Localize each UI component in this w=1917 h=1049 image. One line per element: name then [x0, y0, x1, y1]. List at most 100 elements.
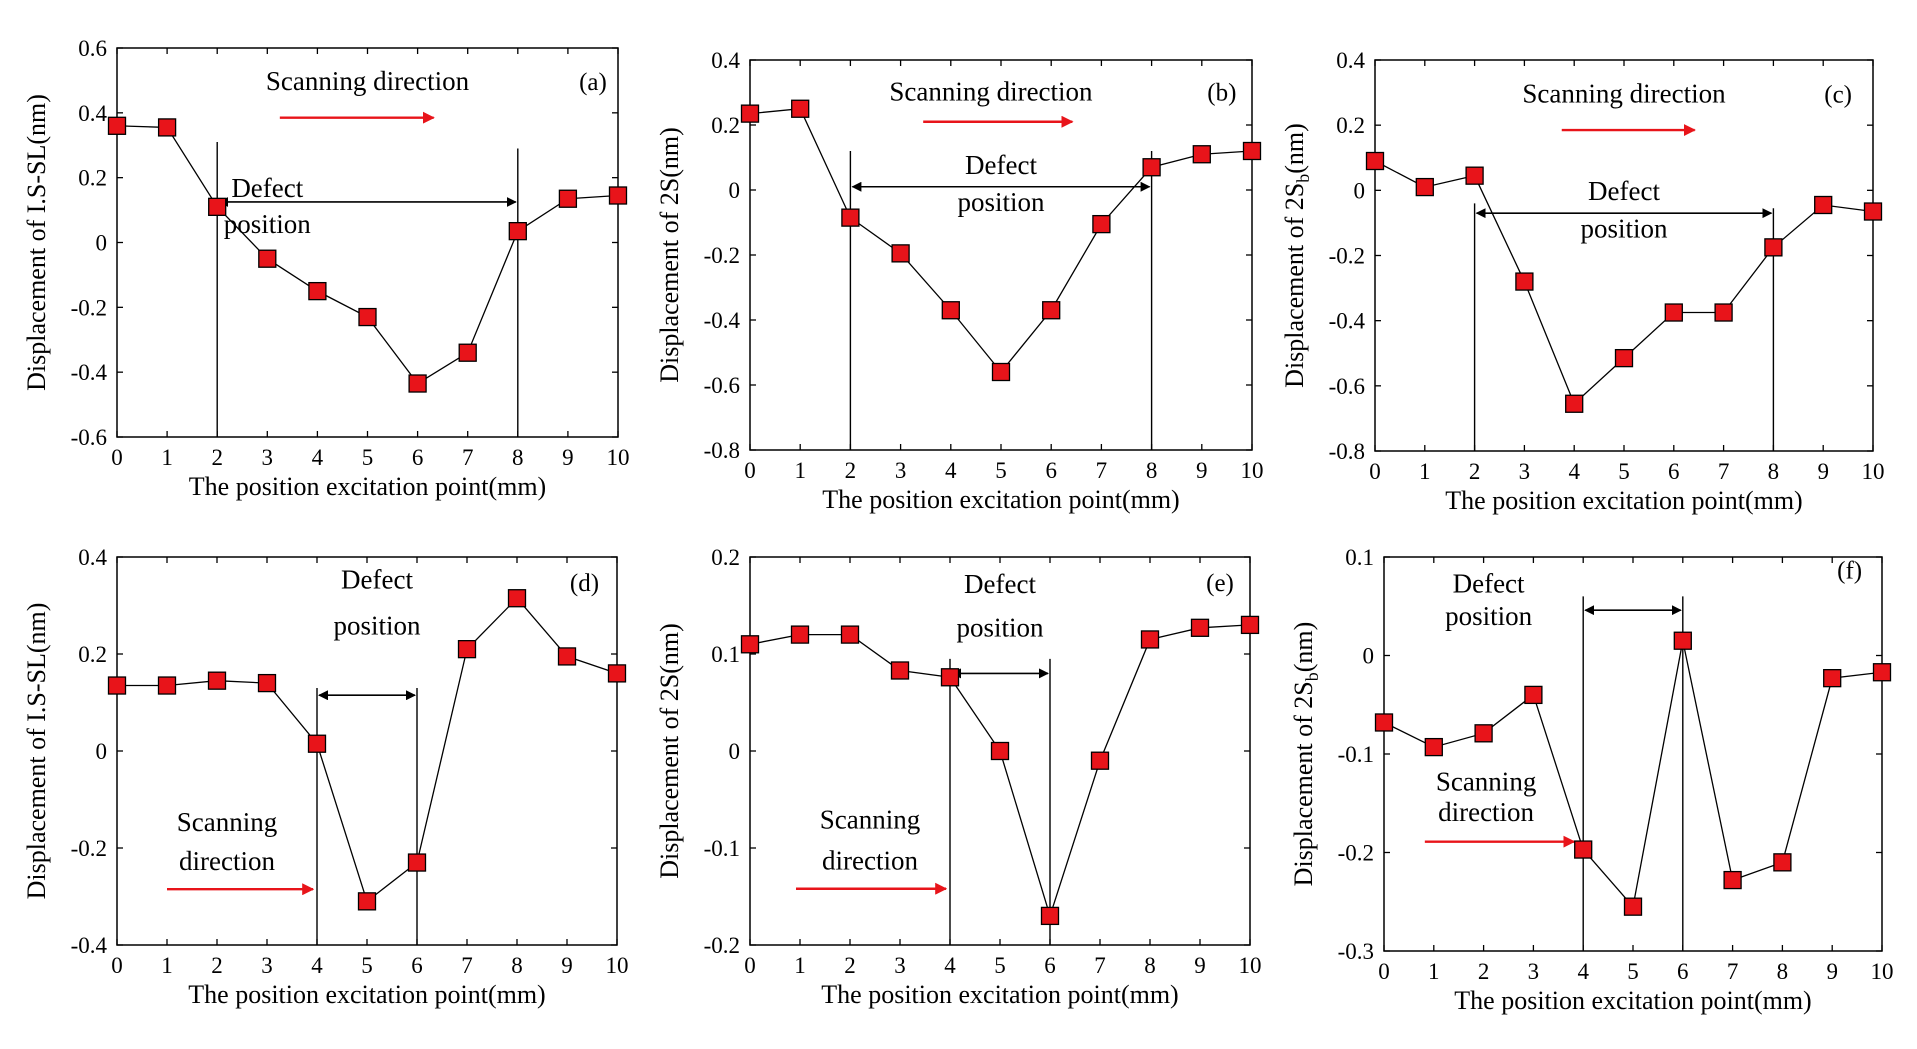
x-tick-label: 1: [161, 445, 173, 470]
data-point-marker: [1192, 145, 1211, 164]
data-point-marker: [1190, 618, 1210, 637]
y-tick-label: -0.6: [1329, 374, 1365, 399]
panel-tag: (d): [570, 570, 599, 597]
y-tick-label: 0: [1354, 178, 1366, 203]
x-tick-label: 7: [1096, 458, 1108, 483]
data-point-marker: [1673, 631, 1692, 650]
data-point-marker: [791, 99, 810, 118]
defect-label-line1: Defect: [1453, 568, 1525, 598]
x-tick-label: 0: [1369, 459, 1381, 484]
panel-tag: (e): [1206, 570, 1234, 597]
y-axis-title: Displacement of 2Sb(nm): [1289, 622, 1322, 887]
data-point-marker: [1242, 141, 1262, 161]
x-tick-label: 5: [361, 953, 373, 978]
plot-frame: [749, 59, 1253, 451]
y-axis-title-main: Displacement of 2S: [1280, 183, 1309, 388]
y-tick-label: -0.2: [1338, 841, 1374, 866]
x-tick-label: 1: [1419, 459, 1431, 484]
data-point-marker: [1040, 906, 1060, 926]
data-point-marker: [157, 118, 177, 137]
defect-label-line2: position: [333, 611, 421, 641]
x-tick-label: 6: [1044, 953, 1056, 978]
x-tick-label: 5: [362, 445, 374, 470]
y-tick-label: 0.4: [1336, 48, 1365, 73]
y-tick-label: 0.4: [78, 101, 107, 126]
x-tick-label: 0: [1378, 959, 1390, 984]
x-tick-label: 0: [111, 445, 123, 470]
data-point-marker: [740, 104, 760, 123]
x-tick-label: 2: [211, 445, 223, 470]
y-tick-label: 0: [96, 231, 108, 256]
x-tick-label: 4: [311, 953, 323, 978]
data-point-marker: [307, 734, 327, 753]
x-tick-label: 8: [1144, 953, 1156, 978]
x-tick-label: 1: [794, 458, 806, 483]
y-tick-label: 0.1: [711, 642, 740, 667]
x-tick-label: 3: [262, 445, 274, 470]
x-tick-label: 7: [1094, 953, 1106, 978]
data-point-marker: [991, 362, 1011, 382]
data-point-marker: [607, 664, 627, 683]
x-tick-label: 4: [312, 445, 324, 470]
x-tick-label: 2: [1478, 959, 1490, 984]
y-tick-label: -0.2: [71, 836, 107, 861]
data-point-marker: [840, 625, 860, 644]
x-tick-label: 3: [1528, 959, 1540, 984]
x-tick-label: 3: [1519, 459, 1531, 484]
x-axis-title: The position excitation point(mm): [821, 980, 1178, 1009]
x-tick-label: 6: [1045, 458, 1057, 483]
data-point-marker: [940, 668, 960, 687]
y-tick-label: -0.4: [704, 308, 741, 333]
x-tick-label: 7: [1727, 959, 1739, 984]
x-tick-label: 1: [1428, 959, 1440, 984]
x-tick-label: 5: [1627, 959, 1639, 984]
y-tick-label: 0.2: [78, 166, 107, 191]
chart-panel-f: 0 1 2 3 4 5 6 7 8 9 10 -0.3 -0.2 -0.1 0 0.1 The position…: [1289, 545, 1894, 1015]
scanning-label-line1: Scanning direction: [1522, 78, 1726, 108]
x-tick-label: 0: [744, 953, 756, 978]
x-tick-label: 0: [744, 458, 756, 483]
x-tick-label: 10: [1241, 458, 1264, 483]
x-tick-label: 3: [895, 458, 907, 483]
x-tick-label: 5: [994, 953, 1006, 978]
data-point-marker: [1142, 158, 1161, 177]
x-tick-label: 9: [1194, 953, 1206, 978]
scanning-label-line1: Scanning: [820, 805, 921, 835]
x-tick-label: 10: [607, 445, 630, 470]
x-tick-label: 4: [1568, 459, 1580, 484]
defect-label-line1: Defect: [964, 569, 1036, 599]
y-axis-title-suffix: (nm): [1280, 123, 1309, 174]
data-point-marker: [157, 676, 177, 695]
x-tick-label: 9: [1826, 959, 1838, 984]
x-tick-label: 10: [606, 953, 629, 978]
x-tick-label: 9: [1817, 459, 1829, 484]
x-tick-label: 1: [161, 953, 173, 978]
x-tick-label: 6: [412, 445, 424, 470]
x-tick-label: 8: [1768, 459, 1780, 484]
data-point-marker: [990, 741, 1010, 761]
chart-panel-a: 0 1 2 3 4 5 6 7 8 9 10 -0.6 -0.4 -0.2 0 0.2 0.4 0.6 The po…: [22, 36, 630, 501]
y-axis-title: Displacement of 2Sb(nm): [1280, 123, 1313, 388]
data-point-marker: [841, 208, 860, 227]
data-point-marker: [1474, 724, 1493, 743]
defect-label-line2: position: [224, 209, 312, 239]
data-point-marker: [1092, 214, 1111, 234]
panel-tag: (c): [1824, 81, 1852, 108]
x-axis-title: The position excitation point(mm): [1454, 986, 1811, 1015]
data-point-marker: [1042, 301, 1061, 320]
panel-tag: (b): [1207, 80, 1236, 107]
y-tick-label: 0: [96, 739, 108, 764]
panel-tag: (f): [1837, 558, 1862, 585]
y-axis-title-main: Displacement of 2S: [1289, 681, 1318, 886]
data-point-marker: [557, 647, 577, 666]
data-point-marker: [508, 222, 527, 241]
data-point-marker: [357, 892, 377, 911]
y-tick-label: -0.3: [1338, 939, 1374, 964]
data-point-marker: [941, 301, 960, 320]
y-tick-label: 0.6: [78, 36, 107, 61]
defect-label-line2: position: [1580, 214, 1668, 244]
scanning-label-line2: direction: [179, 846, 275, 876]
x-tick-label: 10: [1871, 959, 1894, 984]
data-point-marker: [1664, 303, 1683, 322]
x-tick-label: 2: [211, 953, 223, 978]
